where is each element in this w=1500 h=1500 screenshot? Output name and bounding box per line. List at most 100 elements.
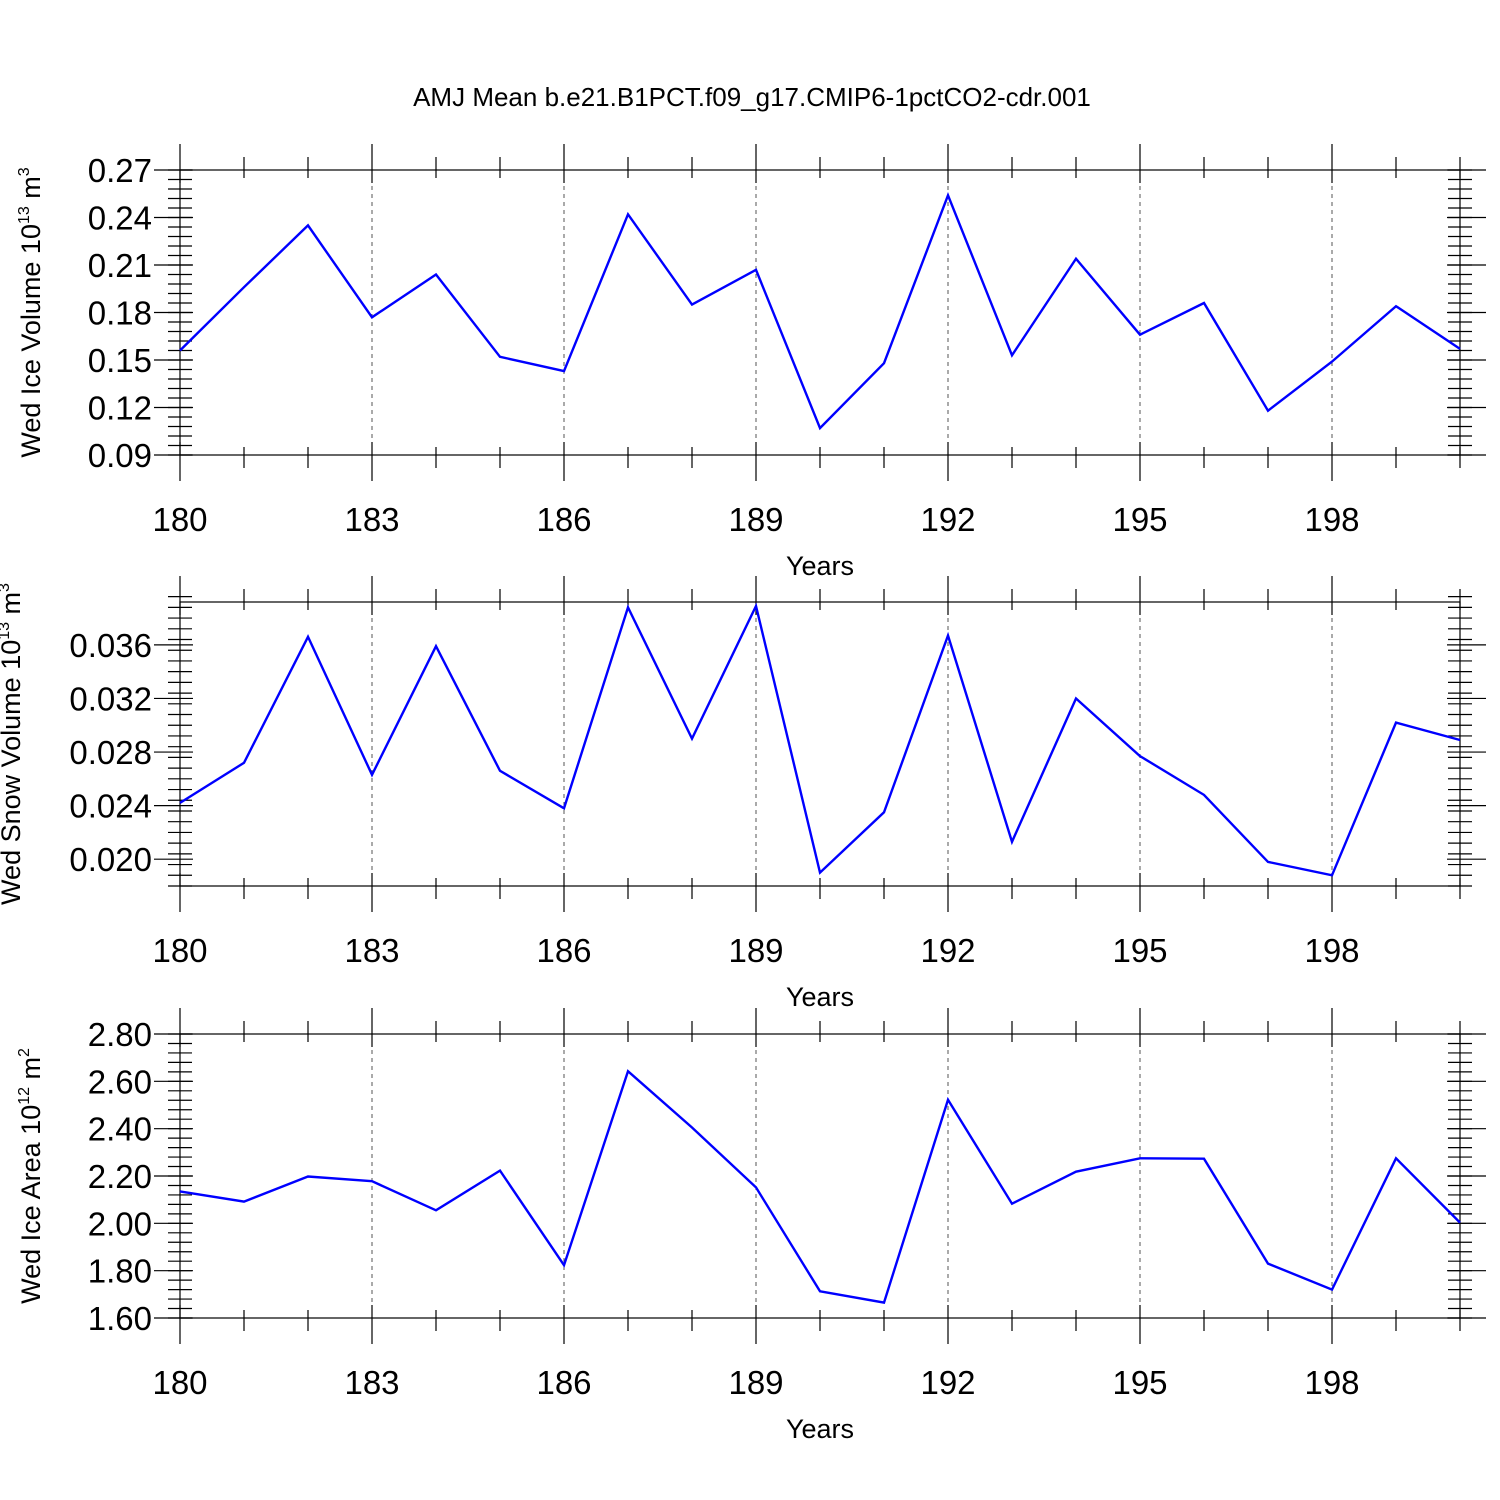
y-tick-label: 0.024 <box>69 788 152 825</box>
data-point <box>1458 347 1462 351</box>
x-tick-label: 186 <box>536 932 591 969</box>
data-point <box>1458 738 1462 742</box>
y-axis-label: Wed Ice Volume 1013 m3 <box>16 167 46 457</box>
y-tick-label: 0.036 <box>69 627 152 664</box>
y-tick-label: 2.60 <box>88 1063 152 1100</box>
data-point <box>690 1125 694 1129</box>
y-axis-label-part: Wed Snow Volume 10 <box>0 640 26 905</box>
x-tick-label: 180 <box>152 932 207 969</box>
data-point <box>498 769 502 773</box>
y-tick-label: 1.60 <box>88 1300 152 1337</box>
figure-title: AMJ Mean b.e21.B1PCT.f09_g17.CMIP6-1pctC… <box>413 82 1091 112</box>
x-axis-label: Years <box>786 551 854 581</box>
data-point <box>690 303 694 307</box>
data-point <box>562 369 566 373</box>
x-axis-label: Years <box>786 982 854 1012</box>
data-point <box>882 1301 886 1305</box>
x-tick-label: 198 <box>1304 932 1359 969</box>
x-tick-label: 180 <box>152 1364 207 1401</box>
data-point <box>1138 754 1142 758</box>
data-point <box>306 635 310 639</box>
y-tick-label: 0.18 <box>88 295 152 332</box>
data-point <box>818 1289 822 1293</box>
panel-ice-volume: 180 183 186 189 192 195 198 Years 0.09 0.12 0.15 0.… <box>16 144 1486 581</box>
x-tick-label: 186 <box>536 501 591 538</box>
data-point <box>946 1098 950 1102</box>
y-tick-label: 2.80 <box>88 1016 152 1053</box>
data-point <box>306 223 310 227</box>
y-tick-label: 0.15 <box>88 342 152 379</box>
x-tick-label: 189 <box>728 1364 783 1401</box>
data-point <box>1074 257 1078 261</box>
data-point <box>370 773 374 777</box>
data-point <box>370 1179 374 1183</box>
x-tick-label: 189 <box>728 501 783 538</box>
data-point <box>1010 840 1014 844</box>
x-tick-label: 180 <box>152 501 207 538</box>
series-line-snow-volume <box>179 602 1461 877</box>
data-point <box>626 605 630 609</box>
data-point <box>1330 360 1334 364</box>
data-point <box>690 737 694 741</box>
y-tick-label: 0.028 <box>69 734 152 771</box>
data-point <box>434 644 438 648</box>
series-line-ice-area <box>179 1069 1461 1304</box>
x-tick-label: 186 <box>536 1364 591 1401</box>
x-tick-label: 192 <box>920 1364 975 1401</box>
data-point <box>1394 304 1398 308</box>
data-point <box>1330 1288 1334 1292</box>
x-tick-label: 189 <box>728 932 783 969</box>
data-point <box>1138 1156 1142 1160</box>
y-tick-label: 0.12 <box>88 390 152 427</box>
x-axis-label: Years <box>786 1414 854 1444</box>
data-point <box>178 1189 182 1193</box>
y-axis-label-part: Wed Ice Volume 10 <box>16 224 46 458</box>
x-tick-label: 195 <box>1112 1364 1167 1401</box>
y-tick-label: 2.00 <box>88 1205 152 1242</box>
data-point <box>242 285 246 289</box>
y-tick-label: 1.80 <box>88 1253 152 1290</box>
data-point <box>946 633 950 637</box>
data-point <box>1010 1202 1014 1206</box>
y-tick-label: 2.20 <box>88 1158 152 1195</box>
x-tick-label: 195 <box>1112 932 1167 969</box>
x-tick-label: 198 <box>1304 1364 1359 1401</box>
data-point <box>1394 1156 1398 1160</box>
data-point <box>1458 1221 1462 1225</box>
data-point <box>818 871 822 875</box>
data-point <box>562 1263 566 1267</box>
data-point <box>1074 696 1078 700</box>
y-axis-label-part: Wed Ice Area 10 <box>16 1105 46 1304</box>
y-tick-label: 0.21 <box>88 247 152 284</box>
x-tick-label: 192 <box>920 932 975 969</box>
data-point <box>434 273 438 277</box>
y-axis-label-part: m <box>16 1057 46 1087</box>
x-tick-label: 183 <box>344 1364 399 1401</box>
data-point <box>562 806 566 810</box>
y-tick-label: 2.40 <box>88 1111 152 1148</box>
y-axis-label-part: m <box>16 176 46 206</box>
y-axis-label-part: m <box>0 592 26 622</box>
y-axis-label-superscript: 3 <box>16 167 33 176</box>
y-axis-label-superscript: 12 <box>16 1087 33 1105</box>
data-point <box>1202 301 1206 305</box>
data-point <box>1266 1262 1270 1266</box>
y-tick-label: 0.020 <box>69 841 152 878</box>
data-point <box>626 212 630 216</box>
x-tick-label: 192 <box>920 501 975 538</box>
data-point <box>1202 1157 1206 1161</box>
x-tick-label: 183 <box>344 501 399 538</box>
data-point <box>882 361 886 365</box>
y-axis-label: Wed Ice Area 1012 m2 <box>16 1048 46 1304</box>
panel-ice-area: 180 183 186 189 192 195 198 Years 1.60 1.80 2.00 2.… <box>16 1008 1486 1444</box>
y-tick-label: 0.24 <box>88 200 152 237</box>
data-point <box>306 1174 310 1178</box>
data-point <box>1330 873 1334 877</box>
series-line-ice-volume <box>179 192 1461 431</box>
data-point <box>818 426 822 430</box>
y-tick-label: 0.032 <box>69 680 152 717</box>
data-point <box>1266 409 1270 413</box>
data-point <box>1010 353 1014 357</box>
